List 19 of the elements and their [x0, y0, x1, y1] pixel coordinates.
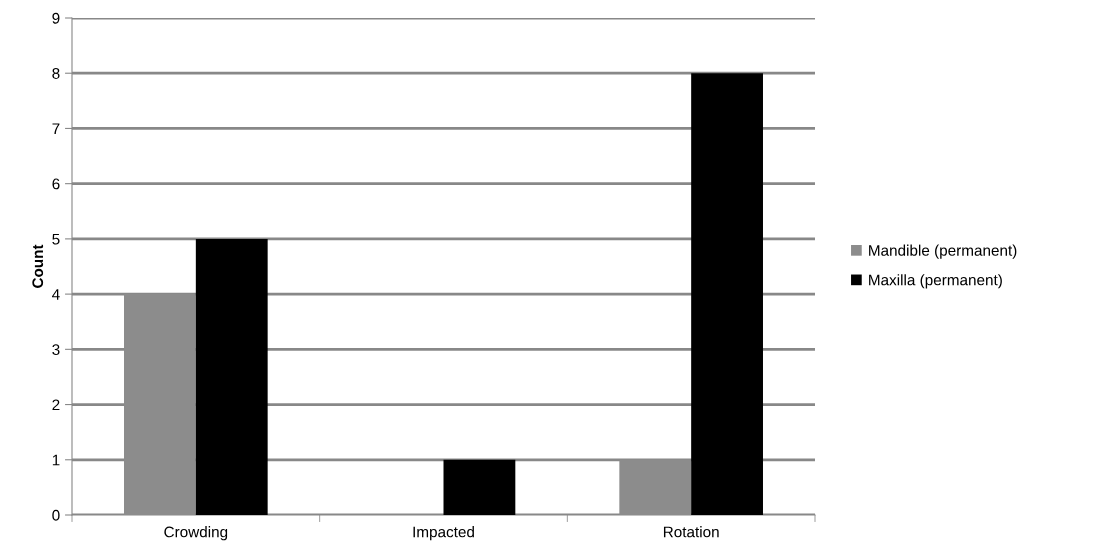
legend-label: Maxilla (permanent): [869, 274, 1002, 289]
y-tick-label: 6: [52, 178, 60, 190]
x-tick-label: Crowding: [164, 526, 228, 541]
legend-label: Mandible (permanent): [869, 244, 1017, 259]
y-tick-label: 9: [52, 12, 60, 24]
y-axis-title: Count: [32, 244, 44, 288]
x-tick-label: Rotation: [663, 526, 719, 538]
bar: [195, 238, 268, 515]
bar: [691, 73, 763, 515]
y-tick-label: 4: [52, 289, 60, 300]
y-tick-label: 1: [52, 454, 60, 466]
y-tick-label: 7: [52, 123, 60, 134]
y-tick-label: 5: [52, 233, 60, 245]
bar: [443, 459, 516, 515]
y-tick-label: 0: [52, 509, 60, 521]
y-tick-label: 8: [52, 68, 60, 79]
x-tick-label: Impacted: [413, 526, 474, 541]
y-tick-label: 2: [52, 399, 60, 411]
y-tick-label: 3: [52, 344, 60, 356]
